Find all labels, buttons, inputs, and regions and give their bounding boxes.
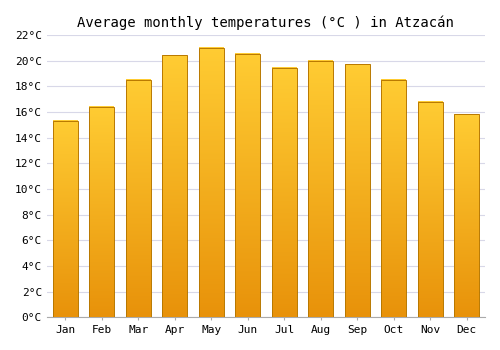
Bar (198, 48, 224, 317)
Bar (382, 80, 406, 317)
Bar (162, 55, 187, 317)
Bar (52, 121, 78, 317)
Bar (89, 107, 114, 317)
Bar (345, 64, 370, 317)
Bar (454, 114, 479, 317)
Bar (308, 61, 333, 317)
Bar (126, 80, 150, 317)
Bar (272, 68, 296, 317)
Bar (418, 102, 442, 317)
Bar (236, 54, 260, 317)
Title: Average monthly temperatures (°C ) in Atzacán: Average monthly temperatures (°C ) in At… (78, 15, 454, 29)
